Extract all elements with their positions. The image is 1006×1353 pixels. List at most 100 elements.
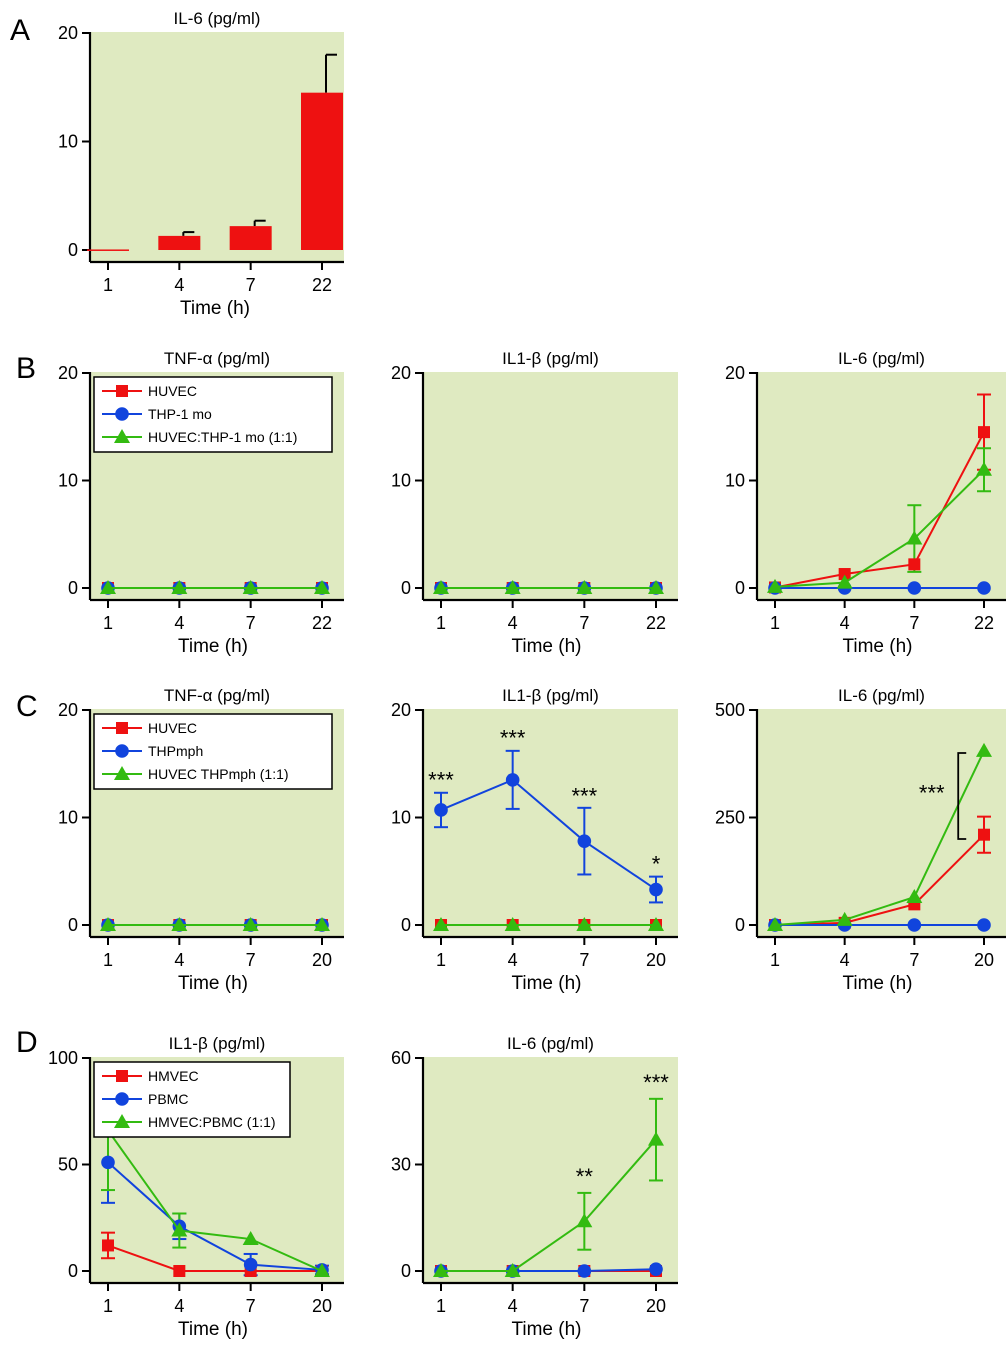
series-line	[774, 833, 985, 926]
data-point	[171, 1222, 188, 1237]
legend-label: HUVEC:THP-1 mo (1:1)	[148, 429, 297, 445]
series-line	[774, 431, 985, 589]
data-point	[649, 882, 663, 897]
legend-marker	[114, 766, 130, 780]
x-axis-label: Time (h)	[511, 973, 581, 994]
x-tick-label: 7	[246, 950, 256, 970]
data-point	[576, 1213, 593, 1228]
chart-title: TNF-α (pg/ml)	[164, 349, 270, 368]
chart-b-tnf: TNF-α (pg/ml) 0 10 20 1 4 7 22 Time (h) HUVEC THP-…	[58, 349, 344, 657]
legend-label: PBMC	[148, 1091, 188, 1107]
legend-marker	[115, 744, 129, 758]
data-point	[243, 1257, 258, 1272]
x-tick-label: 1	[436, 1296, 446, 1316]
x-tick-label: 7	[909, 613, 919, 633]
plot-area	[423, 372, 678, 600]
x-tick-label: 22	[974, 613, 994, 633]
legend-marker	[114, 1114, 130, 1128]
x-tick-label: 4	[174, 950, 184, 970]
data-point	[978, 426, 990, 439]
data-point	[976, 461, 992, 476]
x-tick-label: 4	[508, 613, 518, 633]
data-point	[906, 530, 923, 545]
data-point	[648, 580, 664, 594]
data-point	[242, 1231, 259, 1246]
data-point	[977, 581, 991, 595]
data-point	[976, 742, 992, 757]
data-point	[907, 918, 922, 932]
x-axis-label: Time (h)	[178, 1319, 248, 1340]
data-point	[767, 917, 783, 931]
y-tick-label: 10	[58, 132, 78, 152]
x-tick-label: 1	[436, 950, 446, 970]
data-point	[908, 558, 921, 571]
data-point	[434, 803, 448, 817]
y-tick-label: 0	[401, 915, 411, 935]
y-tick-label: 50	[58, 1155, 78, 1175]
x-tick-label: 7	[579, 950, 589, 970]
legend-label: THPmph	[148, 743, 203, 759]
legend-label: HUVEC	[148, 720, 197, 736]
chart-title: IL-6 (pg/ml)	[174, 9, 261, 28]
x-tick-label: 1	[436, 613, 446, 633]
data-point	[836, 574, 853, 589]
data-point	[242, 580, 259, 594]
y-tick-label: 10	[391, 808, 411, 828]
significance-label: ***	[500, 725, 526, 750]
chart-c-il6: IL-6 (pg/ml) 0 250 500 1 4 7 20 Time (h) ***	[715, 686, 1006, 994]
y-tick-label: 20	[391, 700, 411, 720]
x-tick-label: 22	[646, 613, 666, 633]
x-tick-label: 20	[974, 950, 994, 970]
x-tick-label: 20	[646, 950, 666, 970]
y-tick-label: 10	[58, 471, 78, 491]
panel-letter-c: C	[16, 690, 38, 723]
y-tick-label: 500	[715, 700, 745, 720]
significance-label: ***	[571, 784, 597, 809]
series-line	[107, 1161, 323, 1271]
data-point	[314, 580, 330, 594]
x-tick-label: 22	[312, 275, 332, 295]
data-point	[907, 581, 922, 595]
x-tick-label: 7	[246, 275, 256, 295]
x-tick-label: 4	[508, 950, 518, 970]
data-point	[504, 917, 521, 931]
x-axis-label: Time (h)	[842, 973, 912, 994]
x-tick-label: 1	[103, 613, 113, 633]
series-line	[107, 1129, 323, 1272]
significance-bracket	[957, 752, 967, 840]
y-tick-label: 60	[391, 1048, 411, 1068]
data-point	[102, 1239, 114, 1252]
x-tick-label: 7	[246, 613, 256, 633]
significance-label: *	[652, 851, 661, 876]
chart-b-il1b: IL1-β (pg/ml) 0 10 20 1 4 7 22 Time (h)	[391, 349, 678, 657]
x-tick-label: 7	[579, 1296, 589, 1316]
x-tick-label: 1	[770, 613, 780, 633]
x-tick-label: 7	[909, 950, 919, 970]
x-tick-label: 7	[579, 613, 589, 633]
x-tick-label: 1	[103, 275, 113, 295]
x-tick-label: 4	[174, 275, 184, 295]
x-tick-label: 4	[840, 613, 850, 633]
data-point	[433, 580, 449, 594]
significance-label: ***	[428, 767, 454, 792]
chart-title: IL1-β (pg/ml)	[502, 686, 599, 705]
legend-marker	[115, 407, 129, 421]
bar	[301, 92, 343, 250]
bar	[158, 235, 201, 250]
plot-area	[423, 709, 678, 937]
panel-letter-b: B	[16, 352, 36, 385]
x-axis-label: Time (h)	[842, 636, 912, 657]
data-point	[433, 917, 449, 931]
legend-label: HMVEC	[148, 1068, 199, 1084]
chart-a-il6-bar: IL-6 (pg/ml) 0 10 20 1 4 7 22 Time (h)	[58, 9, 344, 319]
data-point	[648, 1131, 664, 1146]
y-tick-label: 0	[68, 578, 78, 598]
plot-area	[423, 1057, 678, 1283]
legend-marker	[114, 429, 130, 443]
plot-area	[757, 709, 1006, 937]
y-tick-label: 20	[725, 363, 745, 383]
x-tick-label: 22	[312, 613, 332, 633]
data-point	[836, 911, 853, 926]
